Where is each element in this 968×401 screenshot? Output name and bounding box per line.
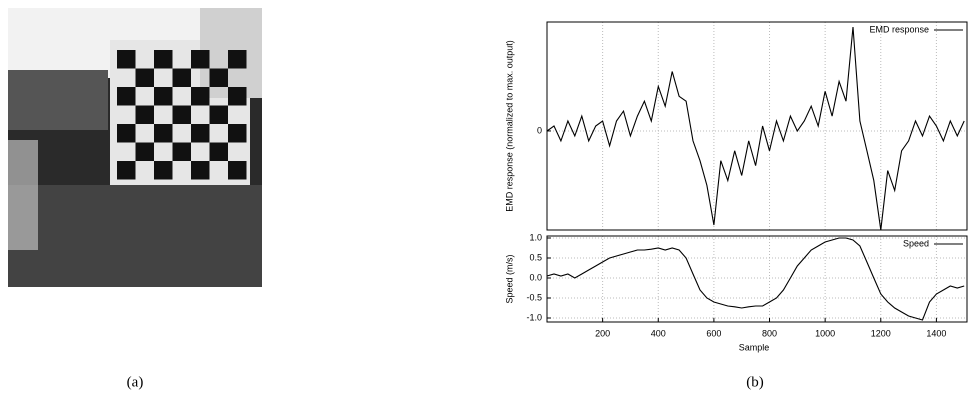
checker-square: [135, 105, 154, 124]
y-axis-label: Speed (m/s): [504, 254, 514, 303]
floor: [8, 185, 262, 287]
x-tick-label: 1000: [815, 328, 835, 338]
checker-square: [135, 142, 154, 161]
plot-frame: [546, 21, 968, 231]
y-tick-label: 0.0: [529, 272, 542, 282]
checker-square: [154, 124, 173, 143]
x-tick-label: 1400: [926, 328, 946, 338]
x-axis-label: Sample: [739, 342, 770, 352]
checker-square: [172, 105, 191, 124]
data-line: [546, 237, 965, 321]
legend-label: EMD response: [869, 24, 929, 34]
checker-square: [172, 142, 191, 161]
checker-square: [117, 50, 136, 69]
checker-square: [135, 68, 154, 87]
checker-square: [228, 87, 247, 106]
plot-frame: [546, 235, 968, 323]
legend-label: Speed: [903, 238, 929, 248]
x-tick-label: 600: [706, 328, 721, 338]
checker-square: [191, 50, 210, 69]
checker-square: [209, 142, 228, 161]
checker-square: [191, 161, 210, 180]
x-tick-label: 800: [762, 328, 777, 338]
checker-square: [154, 50, 173, 69]
checker-square: [117, 161, 136, 180]
checker-square: [228, 161, 247, 180]
checker-square: [228, 124, 247, 143]
checker-square: [209, 68, 228, 87]
reflection: [8, 140, 38, 250]
y-axis-label: EMD response (normalized to max. output): [504, 40, 514, 212]
y-tick-label: 0.5: [529, 252, 542, 262]
data-line: [546, 26, 965, 231]
y-tick-label: 0: [537, 125, 542, 135]
checker-square: [191, 87, 210, 106]
checker-square: [172, 68, 191, 87]
y-tick-label: 1.0: [529, 232, 542, 242]
table: [8, 70, 108, 130]
caption: (a): [127, 374, 144, 390]
checker-square: [209, 105, 228, 124]
checker-square: [117, 87, 136, 106]
x-tick-label: 200: [595, 328, 610, 338]
checker-square: [154, 161, 173, 180]
y-tick-label: -0.5: [526, 292, 542, 302]
checker-square: [228, 50, 247, 69]
y-tick-label: -1.0: [526, 312, 542, 322]
caption: (b): [746, 374, 764, 390]
checker-square: [117, 124, 136, 143]
x-tick-label: 1200: [871, 328, 891, 338]
checker-square: [191, 124, 210, 143]
x-tick-label: 400: [651, 328, 666, 338]
photo: [8, 8, 262, 287]
checker-square: [154, 87, 173, 106]
